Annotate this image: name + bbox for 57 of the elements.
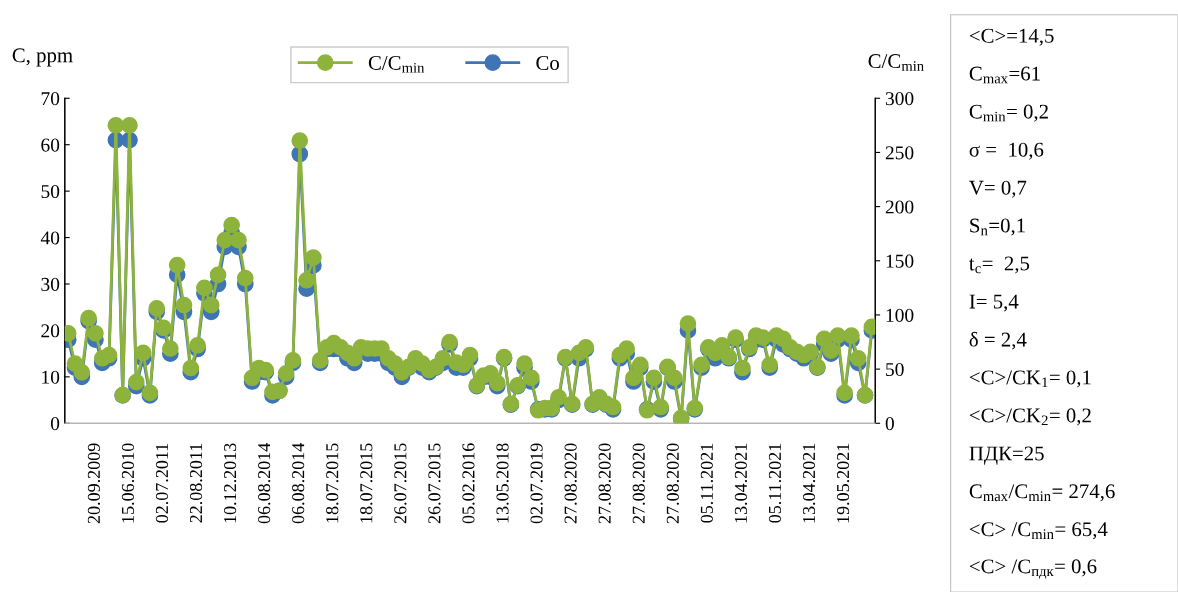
x-tick-label: 27.08.2020 <box>564 443 577 524</box>
legend-label: C/C$_{min}$ <box>368 55 425 73</box>
text: I= 5,4 <box>969 294 1019 312</box>
x-tick-label: 27.08.2020 <box>632 443 645 524</box>
x-tick-label: 18.07.2015 <box>360 443 373 523</box>
x-tick-label: 05.02.2016 <box>462 443 475 524</box>
y2-tick-label: 0 <box>885 417 894 431</box>
y2-tick-label: 150 <box>886 254 914 268</box>
x-tick-label: 15.06.2010 <box>121 443 135 523</box>
text: ПДК=25 <box>969 446 1044 465</box>
x-tick-label: 26.07.2015 <box>394 443 407 524</box>
x-tick-label: 27.08.2020 <box>666 443 679 524</box>
y2-tick-label: 200 <box>885 200 914 214</box>
text: <C>/CK$_{2}$= 0,2 <box>969 408 1091 426</box>
y-tick-label: 20 <box>41 324 60 338</box>
y-axis-title: C, ppm <box>12 48 73 67</box>
x-tick-label: 13.04.2021 <box>802 443 816 523</box>
y2-tick-label: 50 <box>886 362 904 377</box>
text: δ = 2,4 <box>969 331 1027 350</box>
text: σ = 10,6 <box>969 142 1044 160</box>
x-tick-label: 02.07.2019 <box>530 443 543 524</box>
text: C$_{min}$= 0,2 <box>969 104 1048 122</box>
y-tick-label: 0 <box>50 417 60 431</box>
x-tick-label: 20.09.2009 <box>87 443 101 524</box>
x-tick-label: 02.07.2011 <box>155 443 169 523</box>
x-tick-label: 19.05.2021 <box>836 443 850 523</box>
x-tick-label: 13.04.2021 <box>734 443 748 523</box>
text: <C>=14,5 <box>969 28 1054 46</box>
y2-tick-label: 100 <box>886 308 914 322</box>
legend-label: Co <box>536 56 559 71</box>
text: V= 0,7 <box>969 180 1027 198</box>
text: <C> /C$_{пдк}$= 0,6 <box>969 559 1097 579</box>
text: <C>/CK$_{1}$= 0,1 <box>969 370 1091 388</box>
x-tick-label: 26.07.2015 <box>428 443 441 524</box>
text: S$_{n}$=0,1 <box>970 218 1025 236</box>
y2-axis-title: C/C$_{min}$ <box>868 54 924 71</box>
x-tick-label: 27.08.2020 <box>598 443 611 524</box>
x-tick-label: 05.11.2021 <box>700 443 713 523</box>
y-tick-label: 30 <box>41 277 60 291</box>
y-tick-label: 50 <box>41 184 60 199</box>
y-tick-label: 10 <box>42 370 60 384</box>
text: t$_{c}$= 2,5 <box>969 256 1030 274</box>
x-tick-label: 13.05.2018 <box>496 443 509 523</box>
x-tick-label: 22.08.2011 <box>189 443 203 523</box>
x-tick-label: 05.11.2021 <box>768 443 782 523</box>
x-tick-label: 18.07.2015 <box>326 443 339 523</box>
y2-tick-label: 250 <box>885 146 914 160</box>
y-tick-label: 70 <box>41 92 60 106</box>
text: <C> /C$_{min}$= 65,4 <box>969 522 1108 540</box>
y-tick-label: 40 <box>40 231 60 245</box>
y2-tick-label: 300 <box>885 92 914 106</box>
x-tick-label: 10.12.2013 <box>223 443 237 523</box>
x-tick-label: 06.08.2014 <box>258 443 271 524</box>
x-tick-label: 06.08.2014 <box>292 443 305 524</box>
y-tick-label: 60 <box>41 138 60 152</box>
text: C$_{max}$/C$_{min}$= 274,6 <box>969 484 1115 502</box>
text: C$_{max}$=61 <box>969 66 1040 84</box>
